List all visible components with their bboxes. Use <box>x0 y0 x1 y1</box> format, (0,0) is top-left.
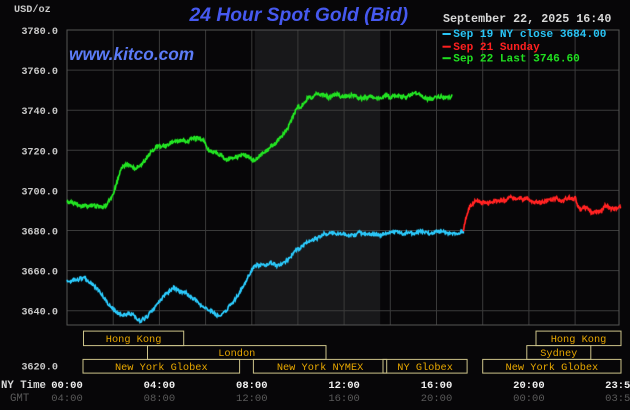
svg-text:Sep 21 Sunday: Sep 21 Sunday <box>453 42 540 54</box>
svg-text:3660.0: 3660.0 <box>21 268 58 279</box>
svg-text:16:00: 16:00 <box>328 393 360 405</box>
svg-text:London: London <box>218 348 255 360</box>
svg-text:3620.0: 3620.0 <box>21 362 58 373</box>
svg-text:24 Hour Spot Gold (Bid): 24 Hour Spot Gold (Bid) <box>189 5 409 26</box>
svg-text:Hong Kong: Hong Kong <box>551 334 607 346</box>
svg-text:3720.0: 3720.0 <box>21 147 58 158</box>
svg-text:New York Globex: New York Globex <box>506 362 599 374</box>
svg-text:20:00: 20:00 <box>513 380 545 392</box>
svg-text:September 22, 2025 16:40: September 22, 2025 16:40 <box>443 12 611 26</box>
svg-text:3760.0: 3760.0 <box>21 67 58 78</box>
svg-text:New York Globex: New York Globex <box>115 362 208 374</box>
svg-text:GMT: GMT <box>10 393 30 405</box>
svg-text:3700.0: 3700.0 <box>21 187 58 198</box>
svg-text:20:00: 20:00 <box>421 393 453 405</box>
svg-text:08:00: 08:00 <box>236 380 268 392</box>
svg-text:NY Globex: NY Globex <box>397 362 453 374</box>
svg-text:04:00: 04:00 <box>51 393 83 405</box>
svg-text:16:00: 16:00 <box>421 380 453 392</box>
svg-text:12:00: 12:00 <box>236 393 268 405</box>
svg-text:3740.0: 3740.0 <box>21 107 58 118</box>
svg-text:12:00: 12:00 <box>328 380 360 392</box>
svg-text:USD/oz: USD/oz <box>14 4 51 16</box>
svg-text:23:59: 23:59 <box>605 380 630 392</box>
svg-text:04:00: 04:00 <box>144 380 176 392</box>
svg-text:08:00: 08:00 <box>144 393 176 405</box>
svg-text:Sep 22 Last 3746.60: Sep 22 Last 3746.60 <box>453 53 580 65</box>
svg-text:Hong Kong: Hong Kong <box>106 334 162 346</box>
svg-text:03:59: 03:59 <box>605 393 630 405</box>
svg-text:New York NYMEX: New York NYMEX <box>277 362 364 374</box>
svg-text:www.kitco.com: www.kitco.com <box>69 44 194 64</box>
svg-text:00:00: 00:00 <box>51 380 83 392</box>
svg-text:3680.0: 3680.0 <box>21 228 58 239</box>
svg-text:Sydney: Sydney <box>540 348 577 360</box>
svg-text:Sep 19 NY close 3684.00: Sep 19 NY close 3684.00 <box>453 29 606 41</box>
svg-text:3640.0: 3640.0 <box>21 308 58 319</box>
svg-text:00:00: 00:00 <box>513 393 545 405</box>
svg-text:NY Time: NY Time <box>1 380 46 392</box>
svg-text:3780.0: 3780.0 <box>21 27 58 38</box>
